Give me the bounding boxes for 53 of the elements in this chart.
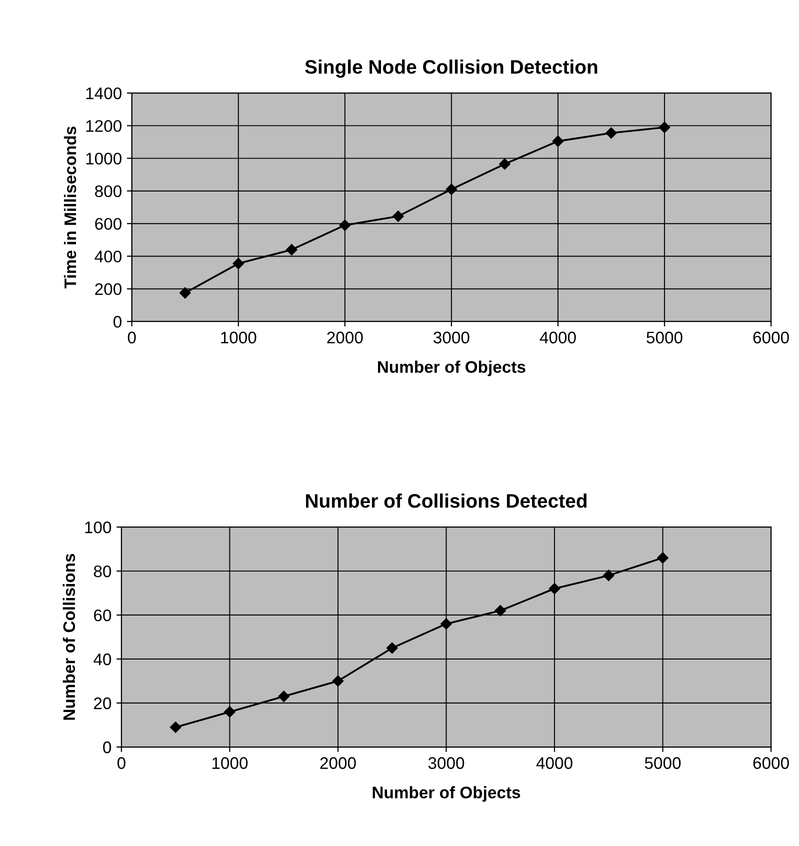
y-tick-label: 60 bbox=[94, 609, 112, 622]
point bbox=[286, 244, 298, 256]
y-axis-title: Number of Collisions bbox=[62, 554, 76, 720]
x-axis-title: Number of Objects bbox=[372, 786, 520, 802]
x-tick-label: 4000 bbox=[540, 332, 576, 344]
point bbox=[232, 258, 244, 270]
point bbox=[446, 184, 458, 195]
point bbox=[224, 706, 236, 718]
y-tick-label: 0 bbox=[113, 316, 122, 328]
point bbox=[552, 136, 564, 147]
y-tick-label: 1000 bbox=[86, 152, 122, 165]
y-tick-label: 0 bbox=[103, 741, 112, 754]
x-tick-label: 4000 bbox=[536, 757, 572, 769]
y-tick-label: 20 bbox=[94, 697, 112, 710]
y-tick-label: 1400 bbox=[86, 87, 122, 100]
y-tick-label: 80 bbox=[94, 565, 112, 578]
y-axis-title: Time in Milliseconds bbox=[64, 126, 76, 288]
point bbox=[603, 570, 614, 582]
x-tick-label: 2000 bbox=[320, 757, 356, 769]
y-tick-label: 400 bbox=[94, 250, 122, 262]
x-tick-label: 1000 bbox=[221, 332, 256, 344]
y-tick-label: 40 bbox=[94, 653, 112, 666]
point bbox=[332, 675, 344, 687]
point bbox=[499, 158, 510, 170]
point bbox=[170, 722, 182, 733]
x-tick-label: 6000 bbox=[753, 757, 789, 769]
x-tick-label: 1000 bbox=[212, 757, 248, 769]
x-tick-label: 0 bbox=[128, 332, 136, 344]
x-tick-label: 3000 bbox=[434, 332, 470, 344]
point bbox=[440, 618, 452, 630]
x-axis-title: Number of Objects bbox=[378, 360, 526, 376]
point bbox=[386, 642, 398, 654]
point bbox=[548, 583, 560, 594]
x-tick-label: 5000 bbox=[644, 757, 681, 769]
y-tick-label: 1200 bbox=[86, 120, 122, 132]
point bbox=[658, 122, 670, 133]
point bbox=[339, 220, 351, 231]
point bbox=[392, 210, 404, 222]
point bbox=[606, 127, 617, 139]
x-tick-label: 5000 bbox=[646, 332, 682, 344]
point bbox=[494, 605, 506, 616]
y-tick-label: 800 bbox=[95, 185, 122, 198]
x-tick-label: 3000 bbox=[428, 757, 464, 769]
y-tick-label: 200 bbox=[95, 283, 122, 296]
point bbox=[278, 690, 290, 702]
point bbox=[657, 552, 668, 564]
y-tick-label: 600 bbox=[95, 218, 122, 230]
y-tick-label: 100 bbox=[85, 521, 112, 534]
x-tick-label: 2000 bbox=[327, 332, 363, 344]
point bbox=[179, 287, 191, 299]
chart-title: Number of Collisions Detected bbox=[306, 494, 586, 508]
chart-title: Single Node Collision Detection bbox=[305, 60, 598, 78]
x-tick-label: 6000 bbox=[753, 332, 789, 344]
